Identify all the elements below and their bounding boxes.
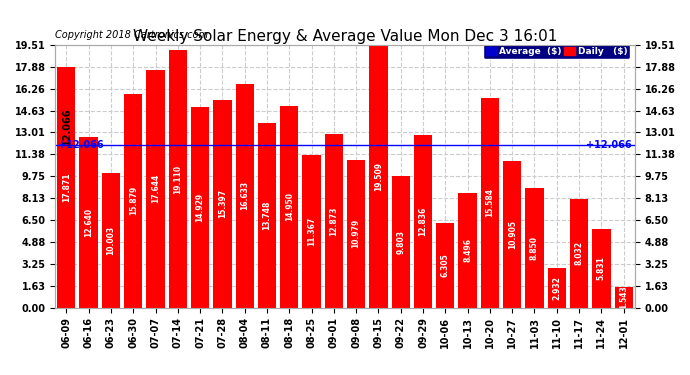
Text: 5.831: 5.831: [597, 256, 606, 280]
Bar: [213, 100, 232, 308]
Bar: [570, 200, 588, 308]
Title: Weekly Solar Energy & Average Value Mon Dec 3 16:01: Weekly Solar Energy & Average Value Mon …: [132, 29, 558, 44]
Text: 19.509: 19.509: [374, 162, 383, 191]
Bar: [280, 106, 298, 308]
Text: 1.543: 1.543: [619, 285, 628, 309]
Bar: [168, 50, 187, 308]
Bar: [347, 160, 365, 308]
Text: 8.496: 8.496: [463, 238, 472, 262]
Text: 12.640: 12.640: [84, 208, 93, 237]
Text: 12.066: 12.066: [62, 108, 72, 145]
Bar: [592, 229, 611, 308]
Text: 8.032: 8.032: [575, 242, 584, 266]
Text: 19.110: 19.110: [173, 164, 182, 194]
Bar: [57, 67, 75, 308]
Text: 10.905: 10.905: [508, 220, 517, 249]
Bar: [191, 106, 209, 308]
Bar: [548, 268, 566, 308]
Bar: [235, 84, 254, 308]
Text: Copyright 2018 Cartronics.com: Copyright 2018 Cartronics.com: [55, 30, 208, 40]
Bar: [102, 173, 120, 308]
Text: 16.633: 16.633: [240, 181, 249, 210]
Bar: [414, 135, 432, 308]
Bar: [146, 70, 165, 308]
Text: 15.584: 15.584: [485, 188, 495, 217]
Text: 11.367: 11.367: [307, 216, 316, 246]
Text: 6.305: 6.305: [441, 253, 450, 277]
Bar: [458, 193, 477, 308]
Text: 9.803: 9.803: [396, 230, 405, 254]
Text: 13.748: 13.748: [262, 200, 271, 230]
Text: 14.950: 14.950: [285, 192, 294, 221]
Bar: [325, 134, 343, 308]
Legend: Average  ($), Daily   ($): Average ($), Daily ($): [483, 44, 630, 58]
Bar: [124, 94, 142, 308]
Bar: [392, 176, 410, 308]
Text: 15.397: 15.397: [218, 189, 227, 219]
Bar: [503, 161, 522, 308]
Bar: [525, 188, 544, 308]
Text: 12.873: 12.873: [329, 206, 338, 236]
Text: 15.879: 15.879: [129, 186, 138, 215]
Text: +12.066: +12.066: [586, 140, 632, 150]
Text: 10.003: 10.003: [106, 226, 115, 255]
Bar: [302, 154, 321, 308]
Bar: [369, 45, 388, 308]
Text: 14.929: 14.929: [195, 192, 205, 222]
Bar: [258, 123, 276, 308]
Bar: [436, 223, 455, 308]
Text: 12.836: 12.836: [419, 207, 428, 236]
Text: 2.932: 2.932: [552, 276, 561, 300]
Text: +12.066: +12.066: [58, 140, 104, 150]
Bar: [79, 137, 98, 308]
Text: 8.850: 8.850: [530, 236, 539, 260]
Bar: [481, 98, 499, 308]
Bar: [615, 287, 633, 308]
Text: 17.644: 17.644: [151, 174, 160, 203]
Text: 17.871: 17.871: [62, 172, 71, 202]
Text: 10.979: 10.979: [352, 219, 361, 248]
